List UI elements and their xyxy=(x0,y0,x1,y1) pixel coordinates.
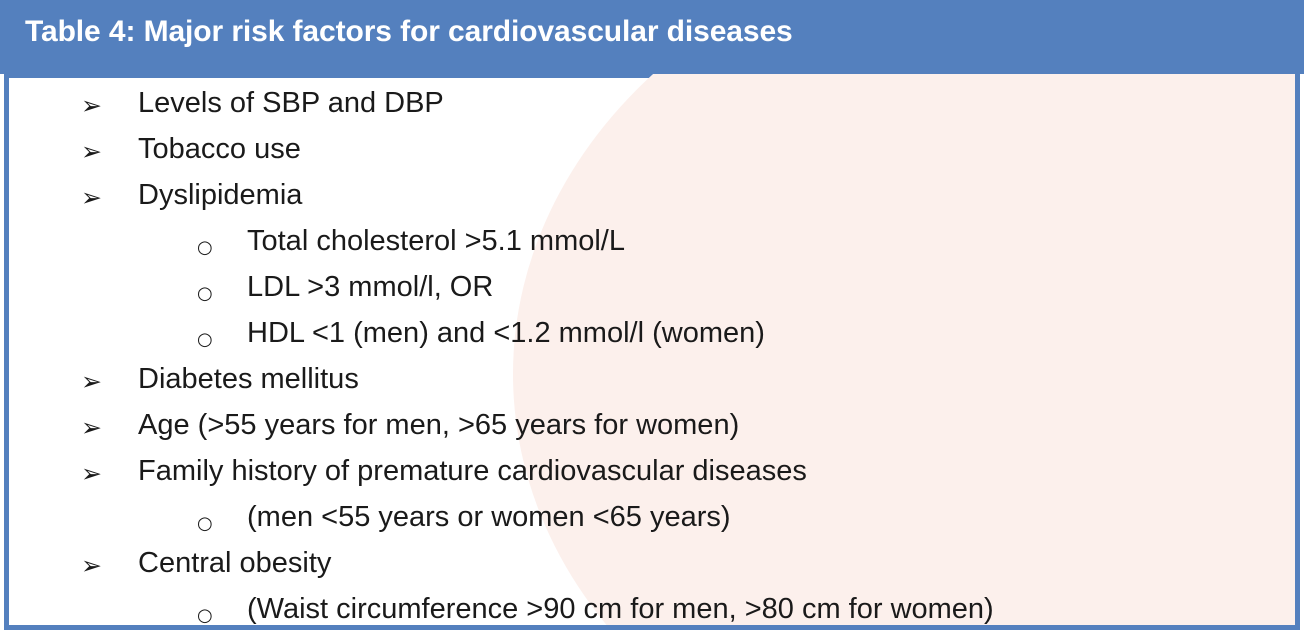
circle-bullet-icon: ○ xyxy=(197,329,213,350)
arrow-bullet-icon: ➢ xyxy=(81,367,102,396)
decorative-ellipse-watermark xyxy=(513,74,1295,625)
list-item-label: (Waist circumference >90 cm for men, >80… xyxy=(247,593,994,625)
list-item-label: LDL >3 mmol/l, OR xyxy=(247,271,494,303)
header-divider-rule xyxy=(9,74,1295,78)
decorative-ellipse-fill xyxy=(1009,74,1295,625)
list-item-label: Total cholesterol >5.1 mmol/L xyxy=(247,225,625,257)
arrow-bullet-icon: ➢ xyxy=(81,137,102,166)
arrow-bullet-icon: ➢ xyxy=(81,459,102,488)
list-item-label: (men <55 years or women <65 years) xyxy=(247,501,731,533)
table-body: ➢ Levels of SBP and DBP ➢ Tobacco use ➢ Dysli… xyxy=(4,74,1300,630)
list-item-label: HDL <1 (men) and <1.2 mmol/l (women) xyxy=(247,317,765,349)
list-item-label: Family history of premature cardiovascul… xyxy=(138,455,807,487)
circle-bullet-icon: ○ xyxy=(197,237,213,258)
circle-bullet-icon: ○ xyxy=(197,513,213,534)
list-item-label: Diabetes mellitus xyxy=(138,363,359,395)
table-title: Table 4: Major risk factors for cardiova… xyxy=(25,15,793,48)
table-header-band: Table 4: Major risk factors for cardiova… xyxy=(0,0,1304,74)
circle-bullet-icon: ○ xyxy=(197,283,213,304)
arrow-bullet-icon: ➢ xyxy=(81,91,102,120)
list-item-label: Levels of SBP and DBP xyxy=(138,87,444,119)
arrow-bullet-icon: ➢ xyxy=(81,183,102,212)
list-item-label: Dyslipidemia xyxy=(138,179,303,211)
arrow-bullet-icon: ➢ xyxy=(81,551,102,580)
list-item-label: Tobacco use xyxy=(138,133,301,165)
arrow-bullet-icon: ➢ xyxy=(81,413,102,442)
list-item-label: Central obesity xyxy=(138,547,332,579)
list-item-label: Age (>55 years for men, >65 years for wo… xyxy=(138,409,740,441)
circle-bullet-icon: ○ xyxy=(197,605,213,626)
